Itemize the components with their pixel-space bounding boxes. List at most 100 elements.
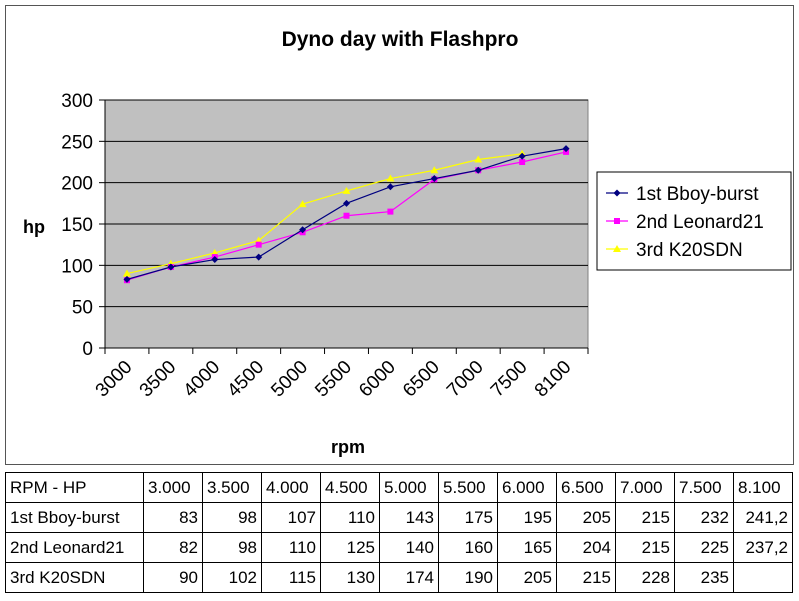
data-point: [343, 199, 350, 207]
x-tick-label: 6500: [399, 357, 444, 402]
table-cell: [733, 562, 793, 593]
table-cell: 215: [615, 502, 675, 533]
table-cell: 83: [143, 502, 203, 533]
table-row: 1st Bboy-burst 83 98 107 110 143 175 195 205 215 2…: [5, 502, 793, 533]
table-column-header: 5.500: [438, 472, 498, 503]
data-point: [342, 186, 351, 194]
chart-title: Dyno day with Flashpro: [282, 28, 519, 51]
table-cell: 204: [556, 532, 616, 563]
table-column-header: 4.500: [320, 472, 380, 503]
table-cell: 228: [615, 562, 675, 593]
table-row-label: 2nd Leonard21: [5, 532, 144, 563]
legend-marker: [614, 218, 620, 224]
table-column-header: 4.000: [261, 472, 321, 503]
data-table: RPM - HP 3.000 3.500 4.000 4.500 5.000 5.500 6.…: [5, 472, 793, 593]
x-axis-label: rpm: [331, 437, 365, 457]
data-point: [386, 174, 395, 182]
y-tick-label: 100: [61, 256, 93, 277]
data-point: [298, 200, 307, 208]
table-column-header: 6.500: [556, 472, 616, 503]
x-tick-label: 8100: [531, 357, 576, 402]
table-cell: 190: [438, 562, 498, 593]
table-row-label: 3rd K20SDN: [5, 562, 144, 593]
y-tick-label: 50: [72, 298, 93, 319]
table-cell: 115: [261, 562, 321, 593]
table-row: 3rd K20SDN 90 102 115 130 174 190 205 215 228 235: [5, 562, 793, 593]
table-cell: 107: [261, 502, 321, 533]
table-cell: 140: [379, 532, 439, 563]
table-cell: 235: [674, 562, 734, 593]
data-point: [255, 253, 263, 261]
table-cell: 205: [497, 562, 557, 593]
x-tick-label: 3000: [92, 357, 137, 402]
table-header-label: RPM - HP: [5, 472, 144, 503]
table-cell: 98: [202, 532, 262, 563]
table-cell: 232: [674, 502, 734, 533]
table-cell: 102: [202, 562, 262, 593]
table-cell: 215: [615, 532, 675, 563]
data-point: [519, 159, 526, 165]
legend-marker: [613, 189, 621, 197]
table-row-label: 1st Bboy-burst: [5, 502, 144, 533]
data-point: [167, 263, 175, 271]
data-point: [518, 152, 526, 160]
table-cell: 90: [143, 562, 203, 593]
table-cell: 82: [143, 532, 203, 563]
table-column-header: 3.000: [143, 472, 203, 503]
table-column-header: 6.000: [497, 472, 557, 503]
x-tick-label: 7000: [443, 357, 488, 402]
y-tick-label: 300: [61, 91, 93, 112]
table-cell: 165: [497, 532, 557, 563]
series-1: [123, 145, 570, 283]
table-column-header: 8.100: [733, 472, 793, 503]
y-tick-label: 150: [61, 215, 93, 236]
x-tick-label: 6000: [355, 357, 400, 402]
x-axis-tick-labels: 3000 3500 4000 4500 5000 5500 6000 6500 7000 7500…: [92, 357, 576, 402]
y-tick-label: 200: [61, 174, 93, 195]
data-point: [430, 175, 438, 183]
legend-label: 3rd K20SDN: [636, 240, 743, 261]
x-tick-label: 3500: [136, 357, 181, 402]
table-column-header: 3.500: [202, 472, 262, 503]
y-tick-label: 0: [82, 339, 93, 360]
table-cell: 195: [497, 502, 557, 533]
x-tick-label: 5500: [311, 357, 356, 402]
data-point: [123, 275, 131, 283]
data-point: [562, 145, 570, 153]
table-cell: 110: [261, 532, 321, 563]
x-tick-label: 5000: [267, 357, 312, 402]
series-line: [126, 153, 523, 275]
data-point: [386, 183, 394, 191]
table-cell: 241,2: [733, 502, 793, 533]
table-cell: 205: [556, 502, 616, 533]
table-cell: 110: [320, 502, 380, 533]
legend-marker: [613, 245, 621, 252]
table-cell: 175: [438, 502, 498, 533]
data-point: [430, 166, 439, 174]
table-header-row: RPM - HP 3.000 3.500 4.000 4.500 5.000 5.500 6.…: [5, 472, 793, 503]
x-tick-label: 4500: [223, 357, 268, 402]
data-point: [211, 256, 219, 264]
data-point: [343, 212, 350, 219]
data-point: [255, 241, 262, 248]
gridlines: [105, 99, 588, 308]
table-cell: 98: [202, 502, 262, 533]
table-cell: 225: [674, 532, 734, 563]
table-cell: 237,2: [733, 532, 793, 563]
y-tick-label: 250: [61, 132, 93, 153]
data-point: [122, 269, 131, 277]
y-axis-label: hp: [23, 217, 45, 237]
x-tick-label: 4000: [180, 357, 225, 402]
legend-label: 1st Bboy-burst: [636, 184, 759, 205]
table-cell: 174: [379, 562, 439, 593]
table-row: 2nd Leonard21 82 98 110 125 140 160 165 204 215 22…: [5, 532, 793, 563]
table-cell: 215: [556, 562, 616, 593]
line-chart: Dyno day with Flashpro 0 50 100 150 200 250 30…: [23, 28, 792, 457]
data-point: [299, 226, 307, 234]
table-cell: 160: [438, 532, 498, 563]
table-column-header: 5.000: [379, 472, 439, 503]
legend-box: [596, 171, 792, 271]
table-cell: 125: [320, 532, 380, 563]
table-cell: 143: [379, 502, 439, 533]
x-tick-label: 7500: [487, 357, 532, 402]
